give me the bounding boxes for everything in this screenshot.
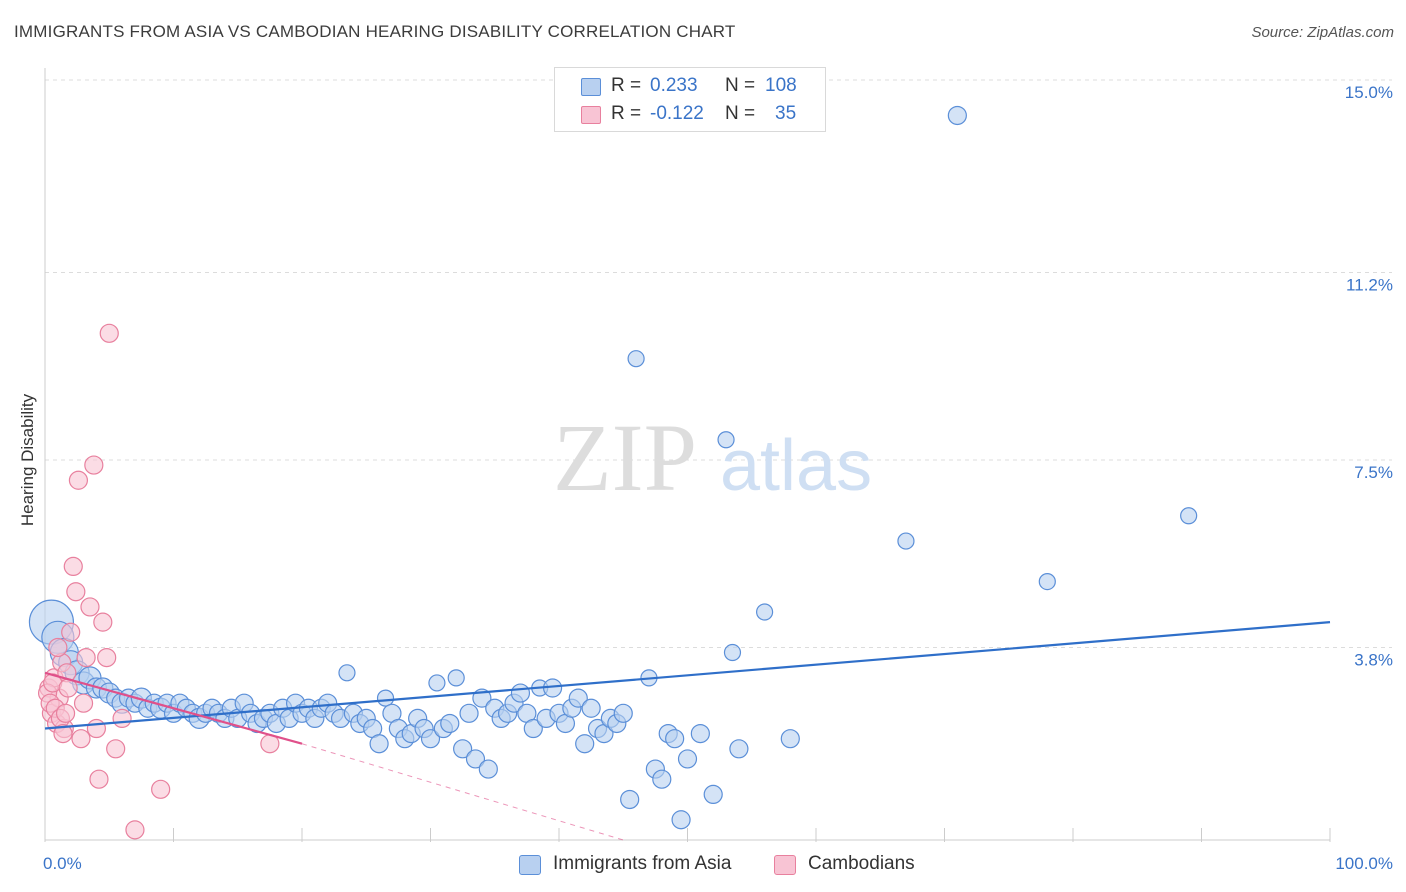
point-cambodians (53, 723, 73, 744)
point-immigrants-asia (755, 603, 774, 621)
point-immigrants-asia (376, 689, 395, 707)
point-cambodians (80, 597, 100, 617)
watermark-atlas: atlas (720, 426, 872, 506)
n-value: 108 (765, 75, 797, 96)
trendline-immigrants-asia (44, 621, 1331, 730)
point-cambodians (84, 455, 104, 475)
point-immigrants-asia (723, 643, 742, 662)
point-immigrants-asia (465, 749, 486, 769)
watermark: ZIP atlas (553, 404, 872, 511)
watermark-zip: ZIP (553, 404, 697, 511)
point-immigrants-asia (897, 532, 915, 550)
point-immigrants-asia (440, 713, 460, 734)
trend-layer (44, 621, 1331, 841)
point-immigrants-asia (729, 739, 749, 759)
r-label: R = (611, 75, 642, 96)
point-cambodians (89, 769, 109, 789)
legend-label-cambodians: Cambodians (808, 853, 915, 874)
point-immigrants-asia (665, 729, 685, 749)
point-immigrants-asia (620, 789, 640, 810)
grid-layer (45, 79, 1392, 648)
point-cambodians (112, 708, 132, 729)
chart-title: IMMIGRANTS FROM ASIA VS CAMBODIAN HEARIN… (14, 22, 736, 41)
point-immigrants-asia (613, 703, 633, 723)
x-tick-label-max: 100.0% (1335, 854, 1393, 873)
trendline-cambodians (44, 671, 303, 745)
point-cambodians (93, 612, 113, 632)
point-immigrants-asia (523, 718, 543, 739)
r-label: R = (611, 103, 642, 124)
y-axis-label: Hearing Disability (18, 393, 37, 527)
point-immigrants-asia (780, 729, 800, 749)
x-tick-label-min: 0.0% (43, 854, 82, 873)
point-immigrants-asia (428, 674, 446, 692)
point-immigrants-asia (703, 784, 723, 805)
point-cambodians (71, 729, 91, 749)
point-immigrants-asia (369, 734, 389, 754)
point-cambodians (48, 637, 68, 658)
point-immigrants-asia (627, 350, 645, 368)
point-immigrants-asia (453, 739, 473, 759)
point-immigrants-asia (717, 431, 735, 449)
point-cambodians (73, 693, 94, 713)
point-cambodians (106, 739, 126, 759)
point-immigrants-asia (568, 688, 588, 708)
point-cambodians (97, 647, 117, 668)
y-tick-label: 15.0% (1345, 83, 1393, 102)
point-immigrants-asia (947, 105, 967, 126)
point-immigrants-asia (671, 810, 691, 830)
point-cambodians (76, 647, 96, 668)
point-immigrants-asia (420, 729, 441, 749)
point-cambodians (55, 703, 76, 723)
point-cambodians (125, 820, 145, 840)
point-cambodians (61, 622, 81, 642)
point-immigrants-asia (459, 703, 479, 723)
point-immigrants-asia (690, 723, 710, 744)
point-immigrants-asia (447, 669, 465, 687)
point-immigrants-asia (478, 759, 498, 779)
point-immigrants-asia (510, 683, 531, 703)
point-immigrants-asia (652, 769, 672, 789)
point-immigrants-asia (338, 664, 356, 682)
point-cambodians (63, 556, 83, 577)
legend-swatch-asia (519, 855, 541, 875)
point-cambodians (99, 323, 119, 343)
point-cambodians (66, 582, 86, 602)
point-immigrants-asia (677, 749, 698, 769)
point-cambodians (151, 779, 171, 799)
point-immigrants-asia (581, 698, 601, 718)
series-legend: Immigrants from Asia Cambodians (0, 852, 1406, 878)
point-cambodians (68, 470, 89, 490)
stats-legend: R = 0.233 N = 108 R = -0.122 N = 35 (554, 67, 826, 132)
r-value: -0.122 (650, 103, 704, 124)
legend-swatch-cambodians (774, 855, 796, 875)
source-label: Source: ZipAtlas.com (1251, 24, 1394, 41)
legend-swatch-cambodians (581, 106, 601, 124)
point-cambodians (86, 718, 107, 739)
point-immigrants-asia (1038, 572, 1056, 591)
n-value: 35 (775, 103, 797, 124)
legend-label-asia: Immigrants from Asia (553, 853, 732, 874)
ticks-layer: 3.8% 7.5% 11.2% 15.0% 0.0% 100.0% (43, 83, 1393, 873)
legend-swatch-asia (581, 78, 601, 96)
y-axis-label-wrap: Hearing Disability (8, 380, 48, 540)
n-label: N = (725, 103, 756, 124)
stats-legend-row-cambodians: R = -0.122 N = 35 (555, 100, 825, 128)
y-tick-label: 7.5% (1354, 463, 1393, 482)
n-label: N = (725, 75, 756, 96)
stats-legend-row-asia: R = 0.233 N = 108 (555, 72, 825, 100)
point-immigrants-asia (575, 734, 595, 754)
y-tick-label: 11.2% (1346, 276, 1393, 295)
r-value: 0.233 (650, 75, 698, 96)
point-immigrants-asia (1180, 507, 1198, 525)
y-tick-label: 3.8% (1354, 650, 1393, 669)
